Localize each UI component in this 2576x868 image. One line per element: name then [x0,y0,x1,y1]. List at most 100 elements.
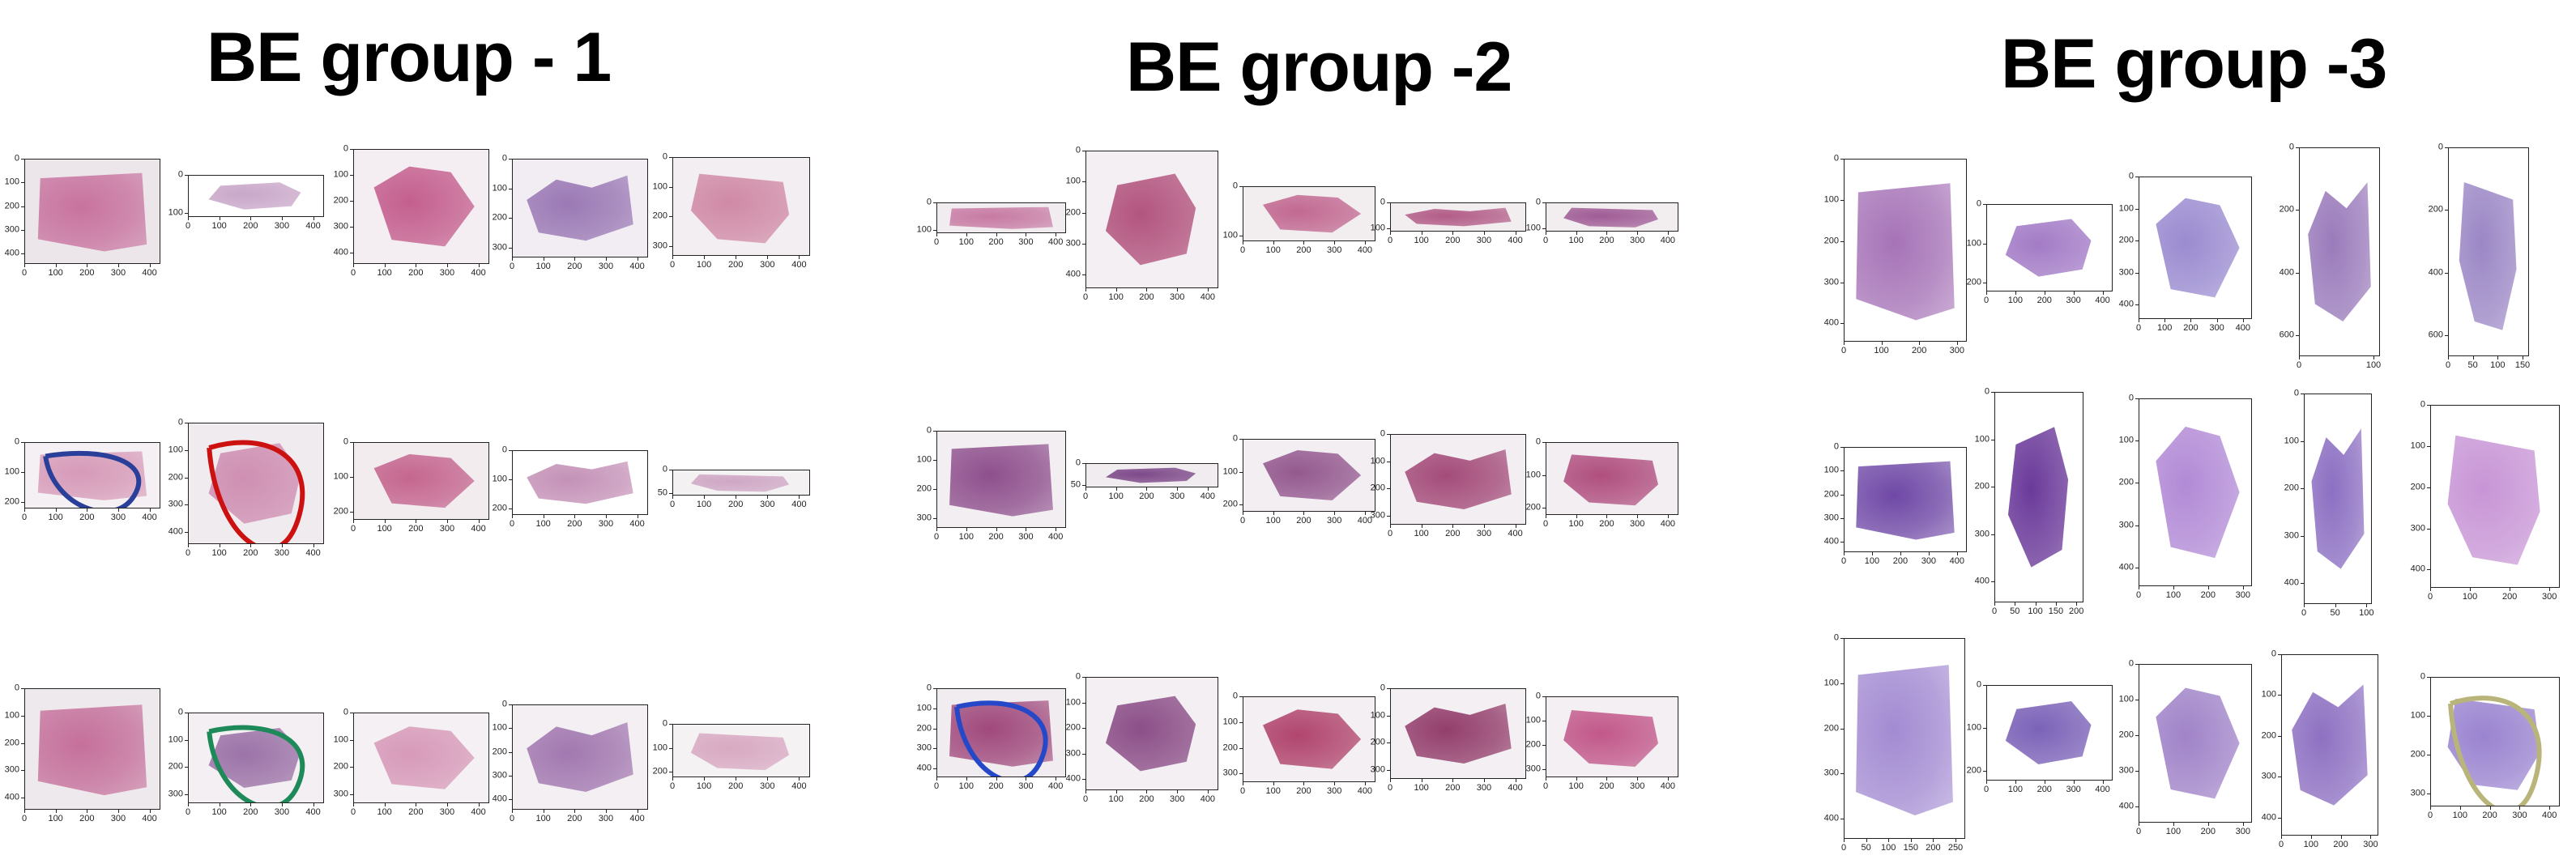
x-tick-label: 100 [2359,608,2374,618]
x-tick-label: 200 [1599,236,1614,245]
x-tick-label: 100 [1265,516,1281,525]
x-tick-label: 100 [535,814,551,823]
y-tick-label: 0 [343,707,348,717]
y-tick-mark [509,508,512,509]
x-tick-mark [1273,782,1274,785]
x-tick-mark [1606,777,1608,781]
y-tick-mark [2278,695,2281,696]
y-tick-mark [1239,186,1243,187]
x-tick-mark [1483,525,1485,528]
x-tick-mark [512,515,513,518]
x-tick-label: 100 [2462,592,2478,602]
y-tick-label: 100 [2118,435,2134,445]
tissue-section [1563,710,1659,768]
x-tick-label: 0 [2427,592,2433,602]
x-tick-mark [1576,777,1577,781]
x-tick-label: 200 [1926,843,1941,853]
tissue-section [2007,427,2069,568]
y-tick-mark [21,159,24,160]
y-tick-label: 200 [652,211,667,221]
x-tick-mark [1303,782,1305,785]
x-tick-label: 0 [1542,781,1549,791]
tissue-section [1262,709,1362,769]
x-tick-label: 300 [1326,245,1342,255]
y-tick-label: 200 [2284,483,2299,493]
y-tick-mark [350,794,353,795]
y-tick-mark [185,767,188,768]
y-tick-mark [933,460,936,461]
y-tick-mark [509,218,512,219]
x-tick-mark [1207,790,1209,794]
x-tick-mark [2190,319,2192,322]
y-tick-label: 300 [2284,530,2299,540]
x-tick-label: 100 [2452,811,2467,820]
y-tick-label: 200 [492,747,507,756]
x-tick-mark [1390,779,1391,782]
slide-image [1546,696,1678,777]
y-tick-mark [669,492,672,494]
x-tick-label: 200 [1445,236,1461,245]
x-tick-label: 300 [1476,236,1492,245]
x-tick-label: 250 [1947,843,1964,853]
x-tick-label: 400 [1660,781,1676,791]
x-tick-label: 0 [1239,245,1246,255]
tissue-section [527,461,633,504]
x-tick-label: 0 [1840,346,1847,355]
y-tick-label: 200 [1823,489,1839,499]
slide-image [353,149,489,264]
y-tick-mark [1840,638,1844,639]
y-tick-label: 0 [662,464,667,474]
y-tick-label: 400 [2284,577,2299,588]
x-tick-label: 200 [1139,491,1154,501]
x-tick-label: 100 [211,807,227,817]
y-tick-label: 300 [333,221,348,232]
y-tick-mark [669,747,672,749]
tissue-section [949,206,1053,229]
x-tick-mark [2073,781,2075,784]
y-tick-mark [2296,335,2299,337]
y-tick-label: 200 [2428,204,2443,215]
x-tick-mark [2242,586,2244,589]
x-tick-mark [2207,586,2209,589]
x-tick-label: 300 [598,519,614,529]
y-tick-label: 200 [1065,722,1081,733]
y-tick-label: 400 [2279,267,2294,278]
x-tick-mark [55,810,57,813]
x-tick-label: 200 [1599,519,1614,529]
x-tick-mark [2472,356,2474,360]
y-tick-mark [1542,228,1546,230]
x-tick-label: 300 [1629,519,1645,529]
x-tick-label: 100 [2365,360,2382,370]
x-tick-mark [1667,777,1669,781]
x-tick-label: 300 [110,268,126,278]
y-tick-mark [21,688,24,689]
y-tick-mark [21,742,24,744]
x-tick-label: 0 [669,260,676,270]
x-tick-label: 200 [408,807,424,817]
x-tick-label: 400 [1357,516,1373,525]
x-tick-mark [1881,342,1883,345]
x-tick-label: 0 [509,519,515,529]
y-tick-label: 200 [2118,235,2134,245]
y-tick-label: 300 [2118,765,2134,776]
slide-image [24,442,160,508]
y-tick-label: 0 [1380,428,1385,439]
y-tick-label: 400 [2261,812,2276,823]
tissue-section [37,704,147,796]
y-tick-label: 200 [4,201,19,211]
x-tick-label: 0 [350,524,356,534]
y-tick-label: 200 [1966,277,1981,287]
y-tick-label: 400 [1823,536,1839,547]
x-tick-label: 200 [2482,811,2497,820]
y-tick-label: 200 [2410,749,2425,760]
tissue-section [1563,207,1659,228]
x-tick-label: 200 [1445,783,1461,793]
x-tick-mark [2340,836,2342,839]
y-tick-label: 0 [1535,436,1541,447]
slide-image [2304,394,2372,604]
x-tick-label: 100 [1414,783,1429,793]
x-tick-label: 300 [2066,785,2081,794]
slide-image [2448,147,2529,356]
x-tick-mark [446,520,448,523]
x-tick-mark [996,233,997,236]
